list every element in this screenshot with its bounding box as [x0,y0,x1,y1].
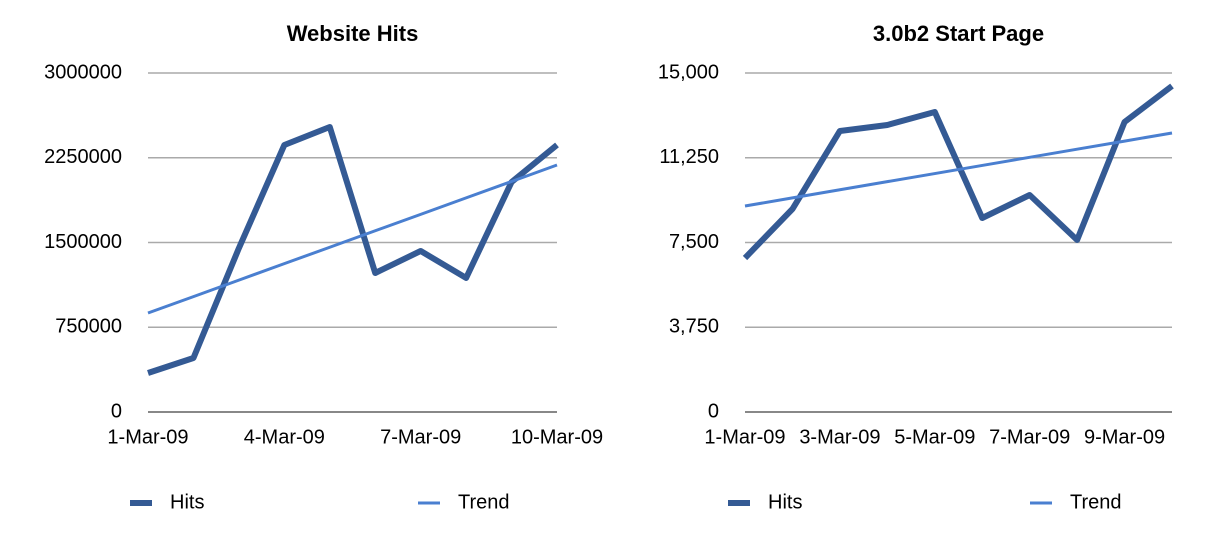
series-line [742,83,1174,261]
y-tick-label: 3000000 [44,61,122,83]
series-line [147,163,558,315]
legend-label: Trend [458,491,510,513]
y-tick-label: 0 [111,400,122,422]
y-tick-label: 15,000 [658,61,719,83]
legend-label: Hits [170,491,204,513]
x-tick-label: 1-Mar-09 [704,426,785,448]
y-tick-label: 11,250 [659,146,719,168]
series-line [147,124,559,376]
x-tick-label: 4-Mar-09 [244,426,325,448]
legend-label: Hits [768,491,802,513]
x-tick-label: 1-Mar-09 [107,426,188,448]
x-tick-label: 5-Mar-09 [894,426,975,448]
y-tick-label: 3,750 [669,316,719,338]
x-tick-label: 9-Mar-09 [1084,426,1165,448]
y-tick-label: 2250000 [44,146,122,168]
chart-title: 3.0b2 Start Page [873,21,1044,46]
x-tick-label: 10-Mar-09 [511,426,603,448]
legend-label: Trend [1070,491,1122,513]
y-tick-label: 0 [708,400,719,422]
y-tick-label: 1500000 [44,231,122,253]
chart-title: Website Hits [287,21,419,46]
y-tick-label: 750000 [55,316,122,338]
x-tick-label: 7-Mar-09 [989,426,1070,448]
series-line [744,131,1173,208]
y-tick-label: 7,500 [669,231,719,253]
x-tick-label: 7-Mar-09 [380,426,461,448]
x-tick-label: 3-Mar-09 [799,426,880,448]
